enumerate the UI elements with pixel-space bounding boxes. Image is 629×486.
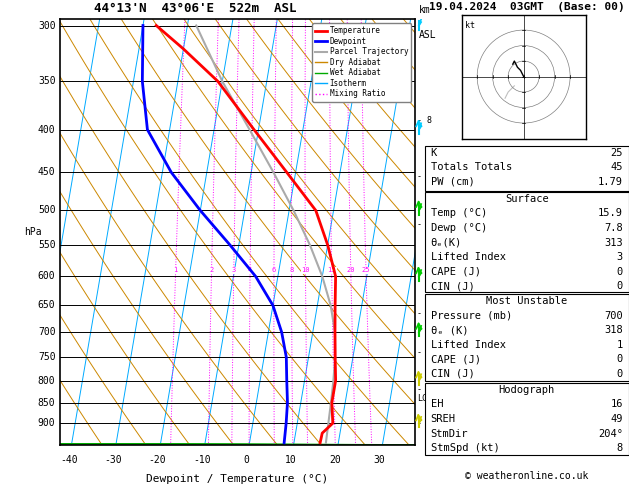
Text: - 5: - 5 <box>417 266 432 275</box>
Text: 204°: 204° <box>598 429 623 439</box>
Text: 49: 49 <box>610 414 623 424</box>
Text: - 7: - 7 <box>417 172 432 181</box>
Text: - 8: - 8 <box>417 116 432 125</box>
Text: Lifted Index: Lifted Index <box>431 252 506 262</box>
Text: 900: 900 <box>38 418 55 428</box>
Text: 44°13'N  43°06'E  522m  ASL: 44°13'N 43°06'E 522m ASL <box>94 2 296 15</box>
Text: Totals Totals: Totals Totals <box>431 162 512 173</box>
Text: 15.9: 15.9 <box>598 208 623 219</box>
Text: 4: 4 <box>248 267 252 273</box>
Text: 750: 750 <box>38 352 55 362</box>
Text: CIN (J): CIN (J) <box>431 369 474 379</box>
Bar <box>425 294 629 381</box>
Text: -30: -30 <box>104 455 122 465</box>
Text: 45: 45 <box>610 162 623 173</box>
Text: 0: 0 <box>616 354 623 364</box>
Text: 400: 400 <box>38 125 55 135</box>
Text: Dewpoint / Temperature (°C): Dewpoint / Temperature (°C) <box>147 474 328 485</box>
Text: SREH: SREH <box>431 414 455 424</box>
Text: CIN (J): CIN (J) <box>431 281 474 292</box>
Text: 19.04.2024  03GMT  (Base: 00): 19.04.2024 03GMT (Base: 00) <box>429 2 625 13</box>
Text: CAPE (J): CAPE (J) <box>431 354 481 364</box>
Text: -10: -10 <box>193 455 211 465</box>
Text: Temp (°C): Temp (°C) <box>431 208 487 219</box>
Text: 700: 700 <box>604 311 623 321</box>
Text: 10: 10 <box>301 267 309 273</box>
Text: 300: 300 <box>38 20 55 31</box>
Text: 1.79: 1.79 <box>598 177 623 187</box>
Text: 0: 0 <box>616 267 623 277</box>
Text: 2: 2 <box>209 267 214 273</box>
Text: 850: 850 <box>38 398 55 408</box>
Text: 7.8: 7.8 <box>604 223 623 233</box>
Text: EH: EH <box>431 399 443 410</box>
Text: km: km <box>419 5 430 15</box>
Text: 800: 800 <box>38 376 55 385</box>
Text: © weatheronline.co.uk: © weatheronline.co.uk <box>465 471 589 481</box>
Text: Most Unstable: Most Unstable <box>486 296 567 306</box>
Text: 0: 0 <box>243 455 249 465</box>
Text: θₑ (K): θₑ (K) <box>431 325 468 335</box>
Text: 8: 8 <box>289 267 294 273</box>
Text: - 6: - 6 <box>417 220 432 229</box>
Text: Pressure (mb): Pressure (mb) <box>431 311 512 321</box>
Text: 500: 500 <box>38 206 55 215</box>
Text: 25: 25 <box>362 267 370 273</box>
Text: 30: 30 <box>374 455 386 465</box>
Text: 3: 3 <box>231 267 236 273</box>
Text: Hodograph: Hodograph <box>499 385 555 395</box>
Text: 6: 6 <box>272 267 276 273</box>
Text: PW (cm): PW (cm) <box>431 177 474 187</box>
Text: -20: -20 <box>148 455 166 465</box>
Text: 15: 15 <box>327 267 336 273</box>
Text: 20: 20 <box>347 267 355 273</box>
Bar <box>425 192 629 292</box>
Text: - 4: - 4 <box>417 309 432 318</box>
Text: 20: 20 <box>330 455 341 465</box>
Text: 0: 0 <box>616 281 623 292</box>
Text: 16: 16 <box>610 399 623 410</box>
Text: K: K <box>431 148 437 158</box>
Text: hPa: hPa <box>25 227 42 237</box>
Text: StmSpd (kt): StmSpd (kt) <box>431 443 499 453</box>
Text: 600: 600 <box>38 272 55 281</box>
Text: 25: 25 <box>610 148 623 158</box>
Text: - 3: - 3 <box>417 348 432 357</box>
Text: 10: 10 <box>285 455 297 465</box>
Text: 8: 8 <box>616 443 623 453</box>
Text: 3: 3 <box>616 252 623 262</box>
Bar <box>425 383 629 455</box>
Text: ASL: ASL <box>419 30 437 40</box>
Text: 313: 313 <box>604 238 623 248</box>
Text: 450: 450 <box>38 167 55 177</box>
Text: -40: -40 <box>60 455 77 465</box>
Text: 550: 550 <box>38 240 55 250</box>
Bar <box>425 146 629 191</box>
Text: CAPE (J): CAPE (J) <box>431 267 481 277</box>
Text: Dewp (°C): Dewp (°C) <box>431 223 487 233</box>
Text: Mixing Ratio (g/kg): Mixing Ratio (g/kg) <box>430 185 439 279</box>
Text: - 2: - 2 <box>417 385 432 394</box>
Text: 650: 650 <box>38 300 55 311</box>
Text: 0: 0 <box>616 369 623 379</box>
Text: kt: kt <box>465 21 475 30</box>
Text: StmDir: StmDir <box>431 429 468 439</box>
Text: 1: 1 <box>616 340 623 350</box>
Text: 1: 1 <box>174 267 178 273</box>
Text: θₑ(K): θₑ(K) <box>431 238 462 248</box>
Legend: Temperature, Dewpoint, Parcel Trajectory, Dry Adiabat, Wet Adiabat, Isotherm, Mi: Temperature, Dewpoint, Parcel Trajectory… <box>312 23 411 102</box>
Text: Lifted Index: Lifted Index <box>431 340 506 350</box>
Text: 350: 350 <box>38 76 55 87</box>
Text: Surface: Surface <box>505 194 548 204</box>
Text: - 1: - 1 <box>417 419 432 428</box>
Text: 700: 700 <box>38 327 55 337</box>
Text: LCL: LCL <box>417 394 432 403</box>
Text: 318: 318 <box>604 325 623 335</box>
